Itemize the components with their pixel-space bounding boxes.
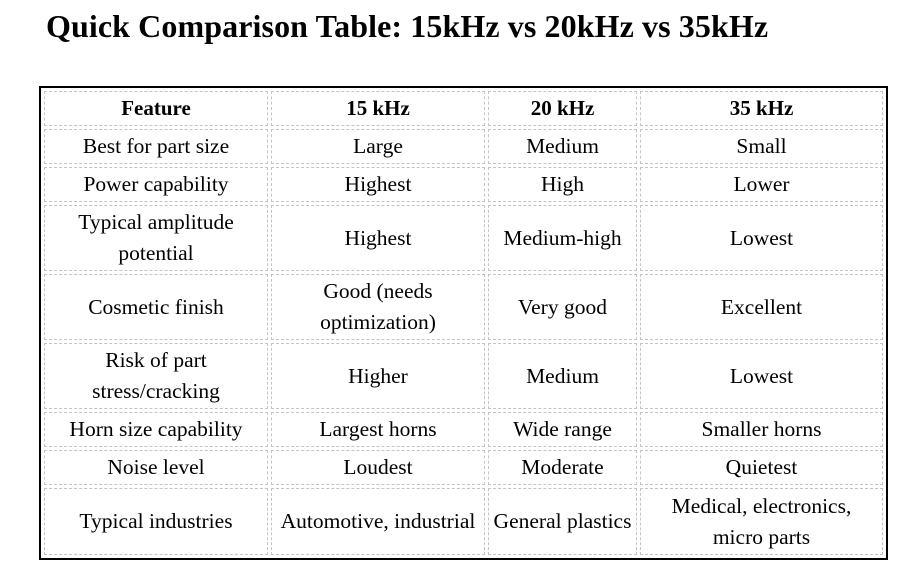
value-cell-35khz: Medical, electronics, micro parts (640, 488, 883, 555)
value-cell-35khz: Quietest (640, 450, 883, 485)
feature-cell: Risk of part stress/cracking (44, 343, 268, 409)
table-row: Typical amplitude potential Highest Medi… (44, 205, 883, 271)
table-row: Best for part size Large Medium Small (44, 129, 883, 164)
value-cell-35khz: Lowest (640, 205, 883, 271)
column-header-35khz: 35 kHz (640, 91, 883, 126)
value-cell-20khz: Wide range (488, 412, 637, 447)
feature-cell: Best for part size (44, 129, 268, 164)
value-cell-15khz: Loudest (271, 450, 485, 485)
table-row: Horn size capability Largest horns Wide … (44, 412, 883, 447)
table-row: Cosmetic finish Good (needs optimization… (44, 274, 883, 340)
table-row: Power capability Highest High Lower (44, 167, 883, 202)
feature-cell: Power capability (44, 167, 268, 202)
value-cell-35khz: Small (640, 129, 883, 164)
value-cell-20khz: High (488, 167, 637, 202)
table-row: Risk of part stress/cracking Higher Medi… (44, 343, 883, 409)
value-cell-15khz: Largest horns (271, 412, 485, 447)
value-cell-20khz: Very good (488, 274, 637, 340)
feature-cell: Noise level (44, 450, 268, 485)
feature-cell: Horn size capability (44, 412, 268, 447)
value-cell-15khz: Highest (271, 167, 485, 202)
feature-cell: Typical industries (44, 488, 268, 555)
value-cell-20khz: Medium (488, 129, 637, 164)
table-row: Typical industries Automotive, industria… (44, 488, 883, 555)
table-header-row: Feature 15 kHz 20 kHz 35 kHz (44, 91, 883, 126)
value-cell-35khz: Excellent (640, 274, 883, 340)
value-cell-20khz: Moderate (488, 450, 637, 485)
table-row: Noise level Loudest Moderate Quietest (44, 450, 883, 485)
value-cell-15khz: Higher (271, 343, 485, 409)
column-header-15khz: 15 kHz (271, 91, 485, 126)
value-cell-35khz: Smaller horns (640, 412, 883, 447)
feature-cell: Cosmetic finish (44, 274, 268, 340)
value-cell-20khz: Medium (488, 343, 637, 409)
value-cell-20khz: Medium-high (488, 205, 637, 271)
value-cell-35khz: Lower (640, 167, 883, 202)
feature-cell: Typical amplitude potential (44, 205, 268, 271)
column-header-20khz: 20 kHz (488, 91, 637, 126)
value-cell-15khz: Highest (271, 205, 485, 271)
comparison-table: Feature 15 kHz 20 kHz 35 kHz Best for pa… (39, 86, 888, 560)
value-cell-15khz: Large (271, 129, 485, 164)
value-cell-15khz: Automotive, industrial (271, 488, 485, 555)
value-cell-15khz: Good (needs optimization) (271, 274, 485, 340)
value-cell-20khz: General plastics (488, 488, 637, 555)
value-cell-35khz: Lowest (640, 343, 883, 409)
page-title: Quick Comparison Table: 15kHz vs 20kHz v… (46, 8, 769, 44)
column-header-feature: Feature (44, 91, 268, 126)
